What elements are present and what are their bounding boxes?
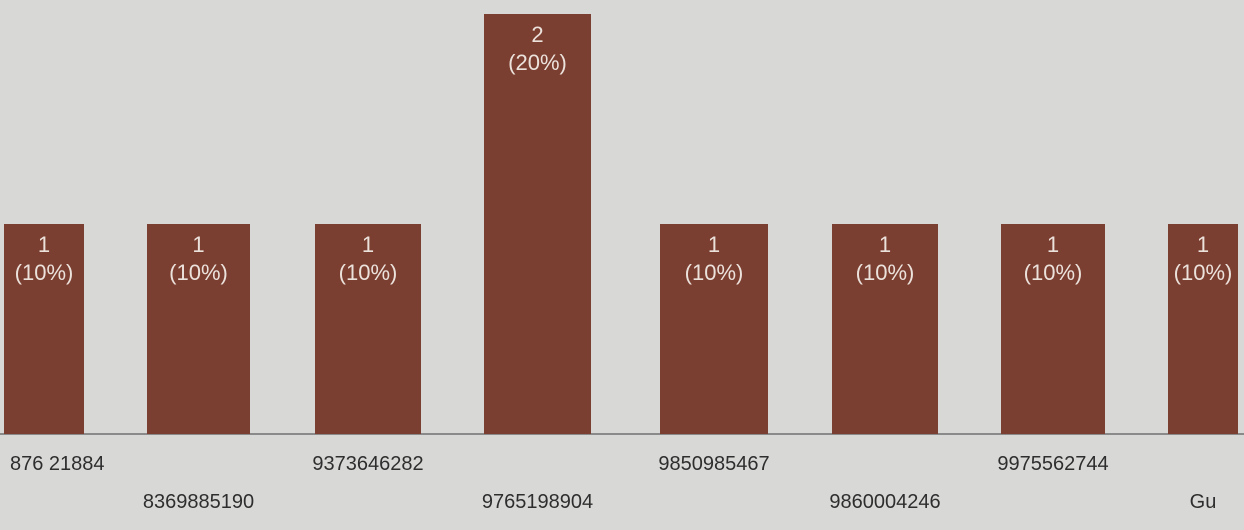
bar-6 [1001,224,1105,434]
bar-5 [832,224,938,434]
bar-count-label-5: 1 [879,232,891,257]
bar-count-label-4: 1 [708,232,720,257]
x-tick-label-1: 8369885190 [143,491,254,513]
bar-4 [660,224,768,434]
bar-percent-label-5: (10%) [856,260,915,285]
bar-percent-label-1: (10%) [169,260,228,285]
bar-percent-label-0: (10%) [15,260,74,285]
x-axis-tick-labels: 876 21884 8369885190 9373646282 9765198904 9… [10,453,1216,513]
bar-percent-label-3: (20%) [508,50,567,75]
x-tick-label-7: Gu [1190,491,1217,513]
bar-count-label-3: 2 [531,22,543,47]
x-tick-label-4: 9850985467 [658,453,769,475]
bar-percent-label-4: (10%) [685,260,744,285]
bar-1 [147,224,250,434]
x-tick-label-5: 9860004246 [829,491,940,513]
bar-count-label-2: 1 [362,232,374,257]
bar-value-labels: 1 (10%) 1 (10%) 1 (10%) 2 (20%) 1 (10%) 1 (10%) 1 (10… [15,22,1233,285]
bar-7 [1168,224,1238,434]
bar-percent-label-7: (10%) [1174,260,1233,285]
bar-count-label-0: 1 [38,232,50,257]
bar-percent-label-2: (10%) [339,260,398,285]
x-tick-label-2: 9373646282 [312,453,423,475]
bar-count-label-1: 1 [192,232,204,257]
x-tick-label-0: 876 21884 [10,453,105,475]
x-tick-label-6: 9975562744 [997,453,1108,475]
bar-count-label-7: 1 [1197,232,1209,257]
bar-percent-label-6: (10%) [1024,260,1083,285]
bars-layer [4,14,1238,434]
x-tick-label-3: 9765198904 [482,491,593,513]
bar-count-label-6: 1 [1047,232,1059,257]
bar-0 [4,224,84,434]
bar-2 [315,224,421,434]
bar-3 [484,14,591,434]
